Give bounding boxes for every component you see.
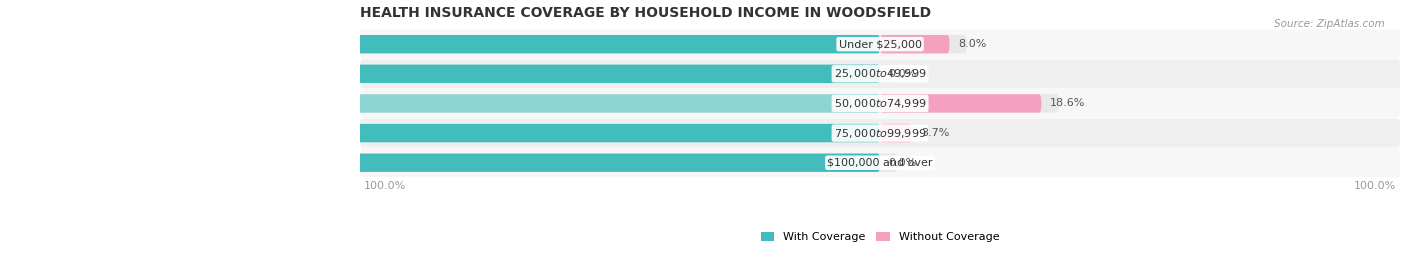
FancyBboxPatch shape — [174, 94, 880, 113]
FancyBboxPatch shape — [0, 154, 897, 172]
FancyBboxPatch shape — [360, 89, 1400, 118]
Text: $50,000 to $74,999: $50,000 to $74,999 — [834, 97, 927, 110]
Text: $25,000 to $49,999: $25,000 to $49,999 — [834, 67, 927, 80]
FancyBboxPatch shape — [13, 65, 880, 83]
Text: 100.0%: 100.0% — [364, 181, 406, 191]
Text: Under $25,000: Under $25,000 — [838, 39, 921, 49]
FancyBboxPatch shape — [360, 119, 1400, 148]
Text: $100,000 and over: $100,000 and over — [827, 158, 932, 168]
Text: 92.1%: 92.1% — [90, 39, 129, 49]
Text: 0.0%: 0.0% — [889, 69, 917, 79]
Legend: With Coverage, Without Coverage: With Coverage, Without Coverage — [761, 232, 1000, 242]
FancyBboxPatch shape — [45, 124, 880, 142]
Text: 100.0%: 100.0% — [1354, 181, 1396, 191]
Text: 100.0%: 100.0% — [21, 69, 67, 79]
FancyBboxPatch shape — [82, 35, 880, 53]
FancyBboxPatch shape — [880, 124, 912, 142]
Text: HEALTH INSURANCE COVERAGE BY HOUSEHOLD INCOME IN WOODSFIELD: HEALTH INSURANCE COVERAGE BY HOUSEHOLD I… — [360, 6, 931, 20]
Text: 81.4%: 81.4% — [183, 98, 222, 108]
FancyBboxPatch shape — [880, 35, 949, 53]
Text: 100.0%: 100.0% — [21, 158, 67, 168]
FancyBboxPatch shape — [156, 94, 1059, 113]
Text: 8.0%: 8.0% — [957, 39, 987, 49]
Text: 96.3%: 96.3% — [53, 128, 93, 138]
FancyBboxPatch shape — [360, 59, 1400, 88]
FancyBboxPatch shape — [360, 30, 1400, 59]
FancyBboxPatch shape — [880, 94, 1042, 113]
FancyBboxPatch shape — [63, 35, 967, 53]
Text: Source: ZipAtlas.com: Source: ZipAtlas.com — [1274, 19, 1385, 29]
FancyBboxPatch shape — [0, 65, 897, 83]
Text: 18.6%: 18.6% — [1050, 98, 1085, 108]
Text: $75,000 to $99,999: $75,000 to $99,999 — [834, 127, 927, 140]
FancyBboxPatch shape — [28, 124, 929, 142]
Text: 3.7%: 3.7% — [921, 128, 949, 138]
FancyBboxPatch shape — [360, 148, 1400, 177]
FancyBboxPatch shape — [13, 154, 880, 172]
Text: 0.0%: 0.0% — [889, 158, 917, 168]
